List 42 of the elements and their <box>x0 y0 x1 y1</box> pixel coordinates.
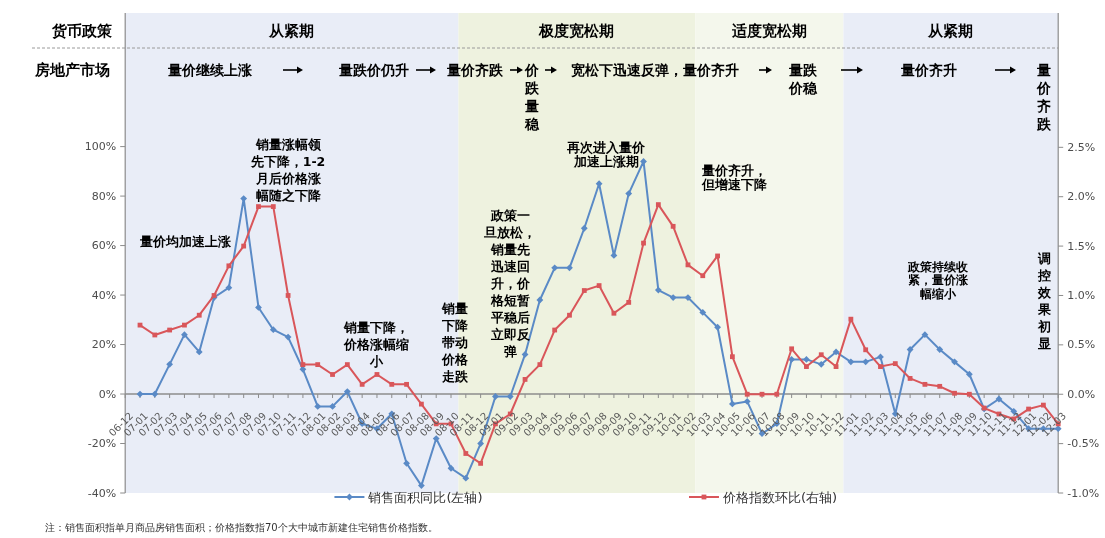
annotation: 销量涨幅领先下降，1-2月后价格涨幅随之下降 <box>249 136 326 202</box>
legend-label: 销售面积同比(左轴) <box>367 489 483 505</box>
annotation: 调控效果初显 <box>1036 250 1052 350</box>
band-label: 从紧期 <box>268 23 315 39</box>
band-label: 从紧期 <box>927 23 974 39</box>
y2-tick-label: 0.0% <box>1067 387 1096 401</box>
y2-tick-label: 1.0% <box>1067 288 1096 302</box>
y2-tick-label: -1.0% <box>1067 486 1100 500</box>
text: 房地产市场 <box>33 61 110 78</box>
y-tick-label: 60% <box>91 239 117 253</box>
text: 货币政策 <box>51 23 112 39</box>
text: 注：销售面积指单月商品房销售面积；价格指数指70个大中城市新建住宅销售价格指数。 <box>45 521 438 533</box>
annotation: 量跌价稳 <box>788 62 818 96</box>
y-tick-label: 0% <box>98 387 117 401</box>
annotation: 量价均加速上涨 <box>139 233 233 249</box>
text: 政策一旦放松，销量先迅速回升，价格短暂平稳后立即反弹 <box>484 207 536 359</box>
y2-tick-label: -0.5% <box>1067 437 1100 451</box>
annotation: 政策持续收紧，量价涨幅缩小 <box>907 259 969 301</box>
annotation: 量价继续上涨 <box>167 62 253 78</box>
annotation: 销量下降，价格涨幅缩小 <box>342 319 409 369</box>
y-tick-label: -40% <box>87 486 117 500</box>
annotation: 再次进入量价加速上涨期 <box>566 139 646 169</box>
annotation: 量价齐升 <box>900 62 957 78</box>
annotation: 宽松下迅速反弹，量价齐升 <box>571 62 739 78</box>
y-tick-label: 100% <box>84 140 117 154</box>
y-tick-label: 20% <box>91 338 117 352</box>
band-label: 适度宽松期 <box>730 22 807 39</box>
annotation: 销量下降带动价格走跌 <box>441 300 469 384</box>
y2-tick-label: 2.5% <box>1067 140 1096 154</box>
annotation: 量价齐跌 <box>1036 62 1052 132</box>
y2-tick-label: 1.5% <box>1067 239 1096 253</box>
y2-tick-label: 0.5% <box>1067 338 1096 352</box>
annotation: 价跌量稳 <box>524 62 540 132</box>
y-tick-label: -20% <box>87 437 117 451</box>
y2-tick-label: 2.0% <box>1067 190 1096 204</box>
annotation: 量跌价仍升 <box>338 62 409 78</box>
y-tick-label: 40% <box>91 288 117 302</box>
annotation: 量价齐升，但增速下降 <box>700 162 768 192</box>
y-tick-label: 80% <box>91 189 117 203</box>
band-label: 极度宽松期 <box>538 22 615 39</box>
legend-label: 价格指数环比(右轴) <box>721 489 838 505</box>
annotation: 量价齐跌 <box>446 62 504 78</box>
